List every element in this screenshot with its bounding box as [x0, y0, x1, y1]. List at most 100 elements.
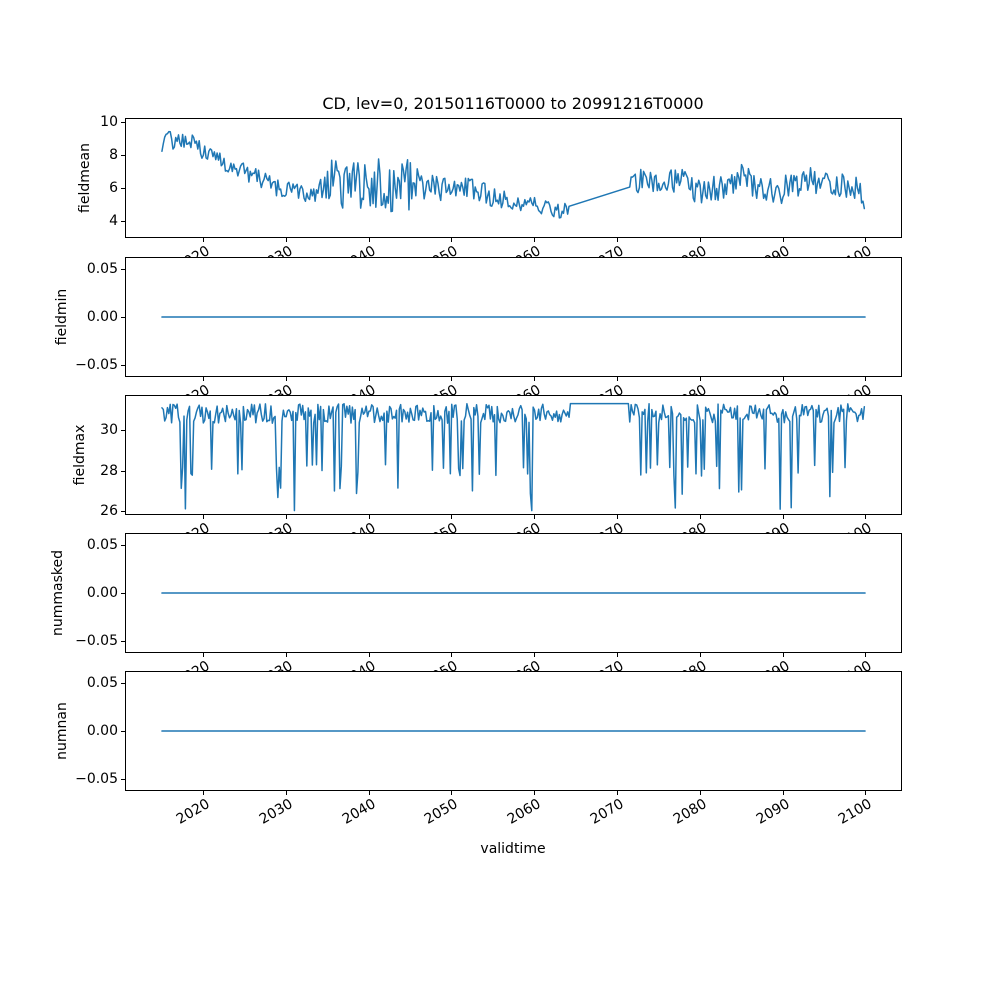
plot-area-fieldmean	[125, 118, 902, 238]
y-tick-mark	[121, 779, 125, 780]
x-tick-mark	[865, 515, 866, 519]
line-series-numnan	[126, 672, 901, 790]
y-axis-label-nummasked: nummasked	[50, 549, 66, 637]
x-tick-label: 2060	[505, 796, 544, 828]
x-tick-mark	[865, 653, 866, 657]
y-tick-mark	[121, 317, 125, 318]
y-tick-label: 0.00	[86, 309, 118, 325]
x-tick-mark	[203, 377, 204, 381]
x-tick-mark	[700, 791, 701, 795]
y-tick-mark	[121, 221, 125, 222]
x-tick-mark	[286, 653, 287, 657]
x-tick-mark	[865, 791, 866, 795]
y-tick-label: −0.05	[75, 771, 118, 787]
y-tick-label: 0.05	[86, 261, 118, 277]
y-tick-mark	[121, 269, 125, 270]
y-tick-mark	[121, 593, 125, 594]
y-tick-label: 8	[109, 147, 118, 163]
x-axis-label: validtime	[480, 841, 546, 857]
y-tick-mark	[121, 683, 125, 684]
subplot-numnan: numnan 0.05 0.00 −0.05 2020 2030 2040 2050 2060…	[0, 671, 1000, 831]
x-tick-mark	[286, 791, 287, 795]
y-axis-label-fieldmean: fieldmean	[77, 143, 93, 213]
subplot-nummasked: nummasked 0.050.00−0.0520202030204020502…	[0, 533, 1000, 693]
y-tick-label: 28	[100, 463, 118, 479]
x-tick-mark	[617, 238, 618, 242]
x-tick-mark	[369, 791, 370, 795]
y-tick-label: 0.00	[86, 585, 118, 601]
x-tick-mark	[617, 377, 618, 381]
x-tick-mark	[534, 238, 535, 242]
y-tick-mark	[121, 122, 125, 123]
line-series-nummasked	[126, 534, 901, 652]
y-axis-label-numnan: numnan	[54, 702, 70, 760]
x-tick-mark	[865, 238, 866, 242]
x-tick-label: 2070	[588, 796, 627, 828]
x-tick-mark	[451, 238, 452, 242]
x-tick-mark	[203, 791, 204, 795]
y-tick-mark	[121, 545, 125, 546]
x-tick-mark	[700, 238, 701, 242]
x-tick-mark	[700, 377, 701, 381]
x-tick-mark	[783, 238, 784, 242]
x-tick-mark	[286, 377, 287, 381]
x-tick-label: 2040	[340, 796, 379, 828]
plot-area-numnan	[125, 671, 902, 791]
x-tick-mark	[865, 377, 866, 381]
plot-area-fieldmax	[125, 395, 902, 515]
y-tick-label: 0.00	[86, 723, 118, 739]
y-axis-label-fieldmin: fieldmin	[54, 288, 70, 346]
y-tick-mark	[121, 365, 125, 366]
y-tick-label: −0.05	[75, 357, 118, 373]
y-tick-mark	[121, 471, 125, 472]
x-tick-mark	[783, 653, 784, 657]
x-tick-mark	[617, 653, 618, 657]
y-axis-label-fieldmax: fieldmax	[72, 424, 88, 486]
plot-area-nummasked	[125, 533, 902, 653]
y-tick-mark	[121, 188, 125, 189]
x-tick-label: 2050	[422, 796, 461, 828]
x-tick-mark	[783, 515, 784, 519]
y-tick-label: 6	[109, 180, 118, 196]
line-series-fieldmin	[126, 258, 901, 376]
x-tick-mark	[286, 238, 287, 242]
y-tick-mark	[121, 511, 125, 512]
y-tick-label: 10	[100, 114, 118, 130]
x-tick-label: 2020	[174, 796, 213, 828]
x-tick-mark	[534, 515, 535, 519]
x-tick-mark	[286, 515, 287, 519]
y-tick-label: 4	[109, 213, 118, 229]
subplot-fieldmax: fieldmax 2628302020203020402050206020702…	[0, 395, 1000, 555]
x-tick-mark	[617, 515, 618, 519]
x-tick-mark	[783, 377, 784, 381]
y-tick-label: 0.05	[86, 537, 118, 553]
x-tick-mark	[534, 653, 535, 657]
x-tick-mark	[369, 653, 370, 657]
line-series-fieldmax	[126, 396, 901, 514]
y-tick-label: 0.05	[86, 675, 118, 691]
x-tick-mark	[203, 238, 204, 242]
x-tick-mark	[534, 791, 535, 795]
x-tick-label: 2080	[671, 796, 710, 828]
y-tick-mark	[121, 430, 125, 431]
x-tick-mark	[534, 377, 535, 381]
x-tick-mark	[451, 653, 452, 657]
x-tick-mark	[369, 238, 370, 242]
y-tick-label: 26	[100, 503, 118, 519]
y-tick-mark	[121, 641, 125, 642]
y-tick-label: 30	[100, 422, 118, 438]
x-tick-label: 2030	[257, 796, 296, 828]
x-tick-mark	[451, 377, 452, 381]
x-tick-mark	[700, 653, 701, 657]
plot-area-fieldmin	[125, 257, 902, 377]
figure-title: CD, lev=0, 20150116T0000 to 20991216T000…	[322, 94, 704, 113]
x-tick-mark	[451, 791, 452, 795]
y-tick-label: −0.05	[75, 633, 118, 649]
y-tick-mark	[121, 155, 125, 156]
x-tick-label: 2090	[754, 796, 793, 828]
line-series-fieldmean	[126, 119, 901, 237]
x-tick-mark	[451, 515, 452, 519]
y-tick-mark	[121, 731, 125, 732]
x-tick-mark	[700, 515, 701, 519]
